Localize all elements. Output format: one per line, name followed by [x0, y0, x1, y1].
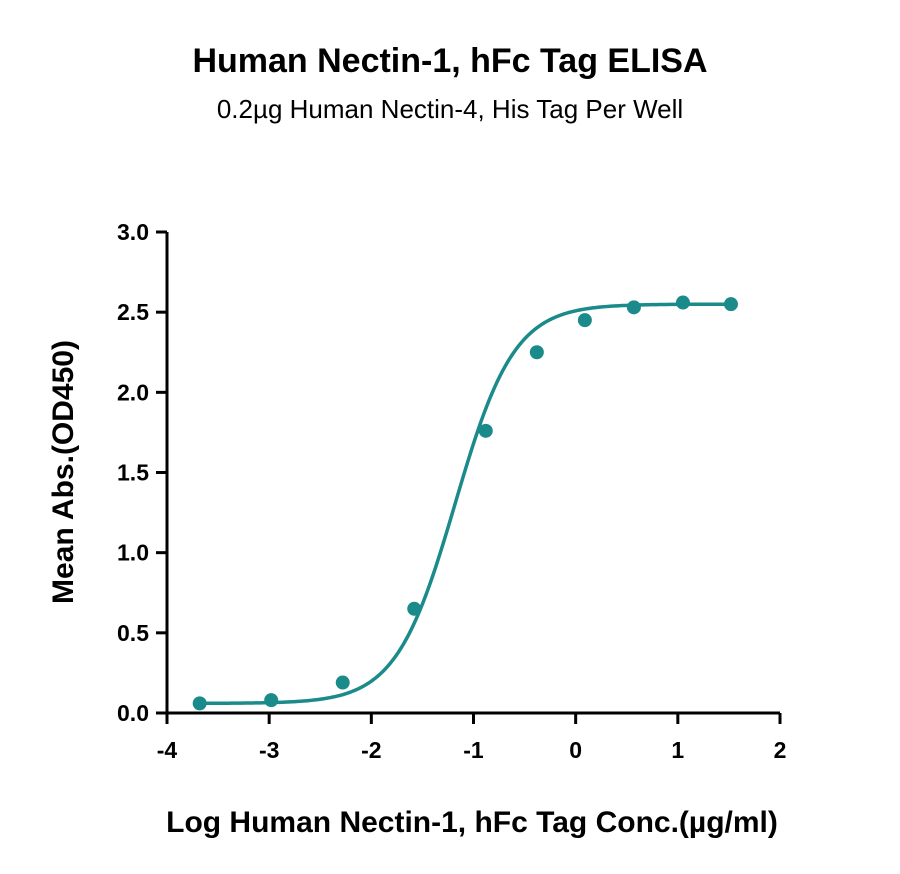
x-tick-label: -4 [157, 737, 178, 763]
y-tick-label: 0.0 [117, 700, 149, 726]
x-tick-label: 0 [569, 737, 582, 763]
fit-curve-layer [199, 302, 731, 706]
y-tick-label: 3.0 [117, 219, 149, 245]
x-tick-label: 2 [774, 737, 787, 763]
x-tick-label: -2 [361, 737, 381, 763]
data-point [675, 295, 690, 310]
x-axis: -4 -3 -2 -1 0 1 2 [157, 711, 787, 763]
data-point [577, 313, 592, 328]
data-point [723, 297, 738, 312]
y-axis: 0.0 0.5 1.0 1.5 2.0 2.5 3.0 [117, 219, 169, 726]
chart-title: Human Nectin-1, hFc Tag ELISA [192, 42, 708, 80]
x-tick-label: -1 [463, 737, 484, 763]
chart-subtitle: 0.2µg Human Nectin-4, His Tag Per Well [216, 94, 684, 124]
y-tick-label: 2.5 [117, 299, 149, 325]
data-point [626, 300, 641, 315]
data-point [335, 675, 350, 690]
data-point [192, 696, 207, 711]
data-point [478, 423, 493, 438]
y-tick-label: 1.5 [117, 460, 149, 486]
x-tick-label: -3 [259, 737, 279, 763]
data-point [529, 345, 544, 360]
y-tick-label: 1.0 [117, 540, 149, 566]
data-point [407, 601, 422, 616]
fit-curve [199, 302, 731, 706]
data-point [264, 693, 279, 708]
x-tick-label: 1 [671, 737, 684, 763]
y-axis-label: Mean Abs.(OD450) [47, 340, 80, 604]
x-axis-label: Log Human Nectin-1, hFc Tag Conc.(µg/ml) [166, 806, 778, 839]
y-tick-label: 0.5 [117, 620, 149, 646]
data-points-layer [192, 295, 738, 711]
y-tick-label: 2.0 [117, 379, 149, 405]
